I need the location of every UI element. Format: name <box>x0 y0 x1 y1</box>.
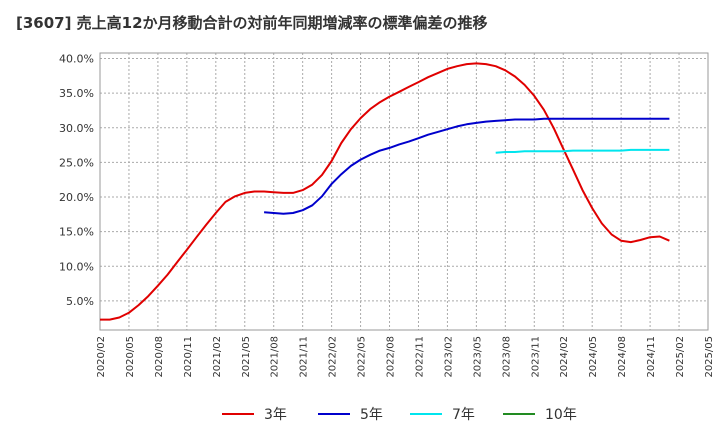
x-tick-label: 2023/02 <box>443 336 454 378</box>
x-tick-label: 2022/02 <box>328 336 339 378</box>
x-tick-label: 2024/11 <box>646 336 657 378</box>
y-tick-label: 30.0% <box>59 122 94 135</box>
x-tick-label: 2021/11 <box>299 336 310 378</box>
series-line <box>264 117 670 215</box>
x-tick-label: 2021/05 <box>241 336 252 378</box>
y-tick-label: 15.0% <box>59 226 94 239</box>
y-tick-label: 20.0% <box>59 191 94 204</box>
legend: 3年 5年 7年 10年 <box>222 407 577 423</box>
x-tick-label: 2024/05 <box>588 336 599 378</box>
x-tick-label: 2020/02 <box>96 336 107 378</box>
x-tick-label: 2023/05 <box>472 336 483 378</box>
x-tick-label: 2020/08 <box>154 336 165 378</box>
x-axis-ticks: 2020/02 2020/05 2020/08 2020/11 2021/02 2021/… <box>96 336 715 378</box>
y-tick-label: 25.0% <box>59 156 94 169</box>
legend-label: 3年 <box>264 407 287 423</box>
grid-lines <box>99 53 709 330</box>
y-axis-ticks: 5.0% 10.0% 15.0% 20.0% 25.0% 30.0% 35.0% 40.0% <box>59 53 94 308</box>
legend-label: 7年 <box>452 407 475 423</box>
y-tick-label: 40.0% <box>59 53 94 66</box>
legend-label: 5年 <box>360 407 383 423</box>
series-lines <box>100 62 670 321</box>
x-tick-label: 2023/08 <box>501 336 512 378</box>
x-tick-label: 2023/11 <box>530 336 541 378</box>
chart-title: [3607] 売上高12か月移動合計の対前年同期増減率の標準偏差の推移 <box>16 14 488 32</box>
x-tick-label: 2022/11 <box>414 336 425 378</box>
x-tick-label: 2021/08 <box>270 336 281 378</box>
series-line <box>495 148 670 154</box>
x-tick-label: 2024/02 <box>559 336 570 378</box>
x-tick-label: 2022/05 <box>357 336 368 378</box>
legend-label: 10年 <box>545 407 577 423</box>
series-line <box>100 62 670 321</box>
x-tick-label: 2022/08 <box>386 336 397 378</box>
x-tick-label: 2020/05 <box>125 336 136 378</box>
x-tick-label: 2024/08 <box>617 336 628 378</box>
x-tick-label: 2021/02 <box>212 336 223 378</box>
x-tick-label: 2025/05 <box>704 336 715 378</box>
x-tick-label: 2020/11 <box>183 336 194 378</box>
y-tick-label: 35.0% <box>59 87 94 100</box>
y-tick-label: 10.0% <box>59 260 94 273</box>
y-tick-label: 5.0% <box>66 295 94 308</box>
plot-frame <box>99 52 709 331</box>
x-tick-label: 2025/02 <box>675 336 686 378</box>
